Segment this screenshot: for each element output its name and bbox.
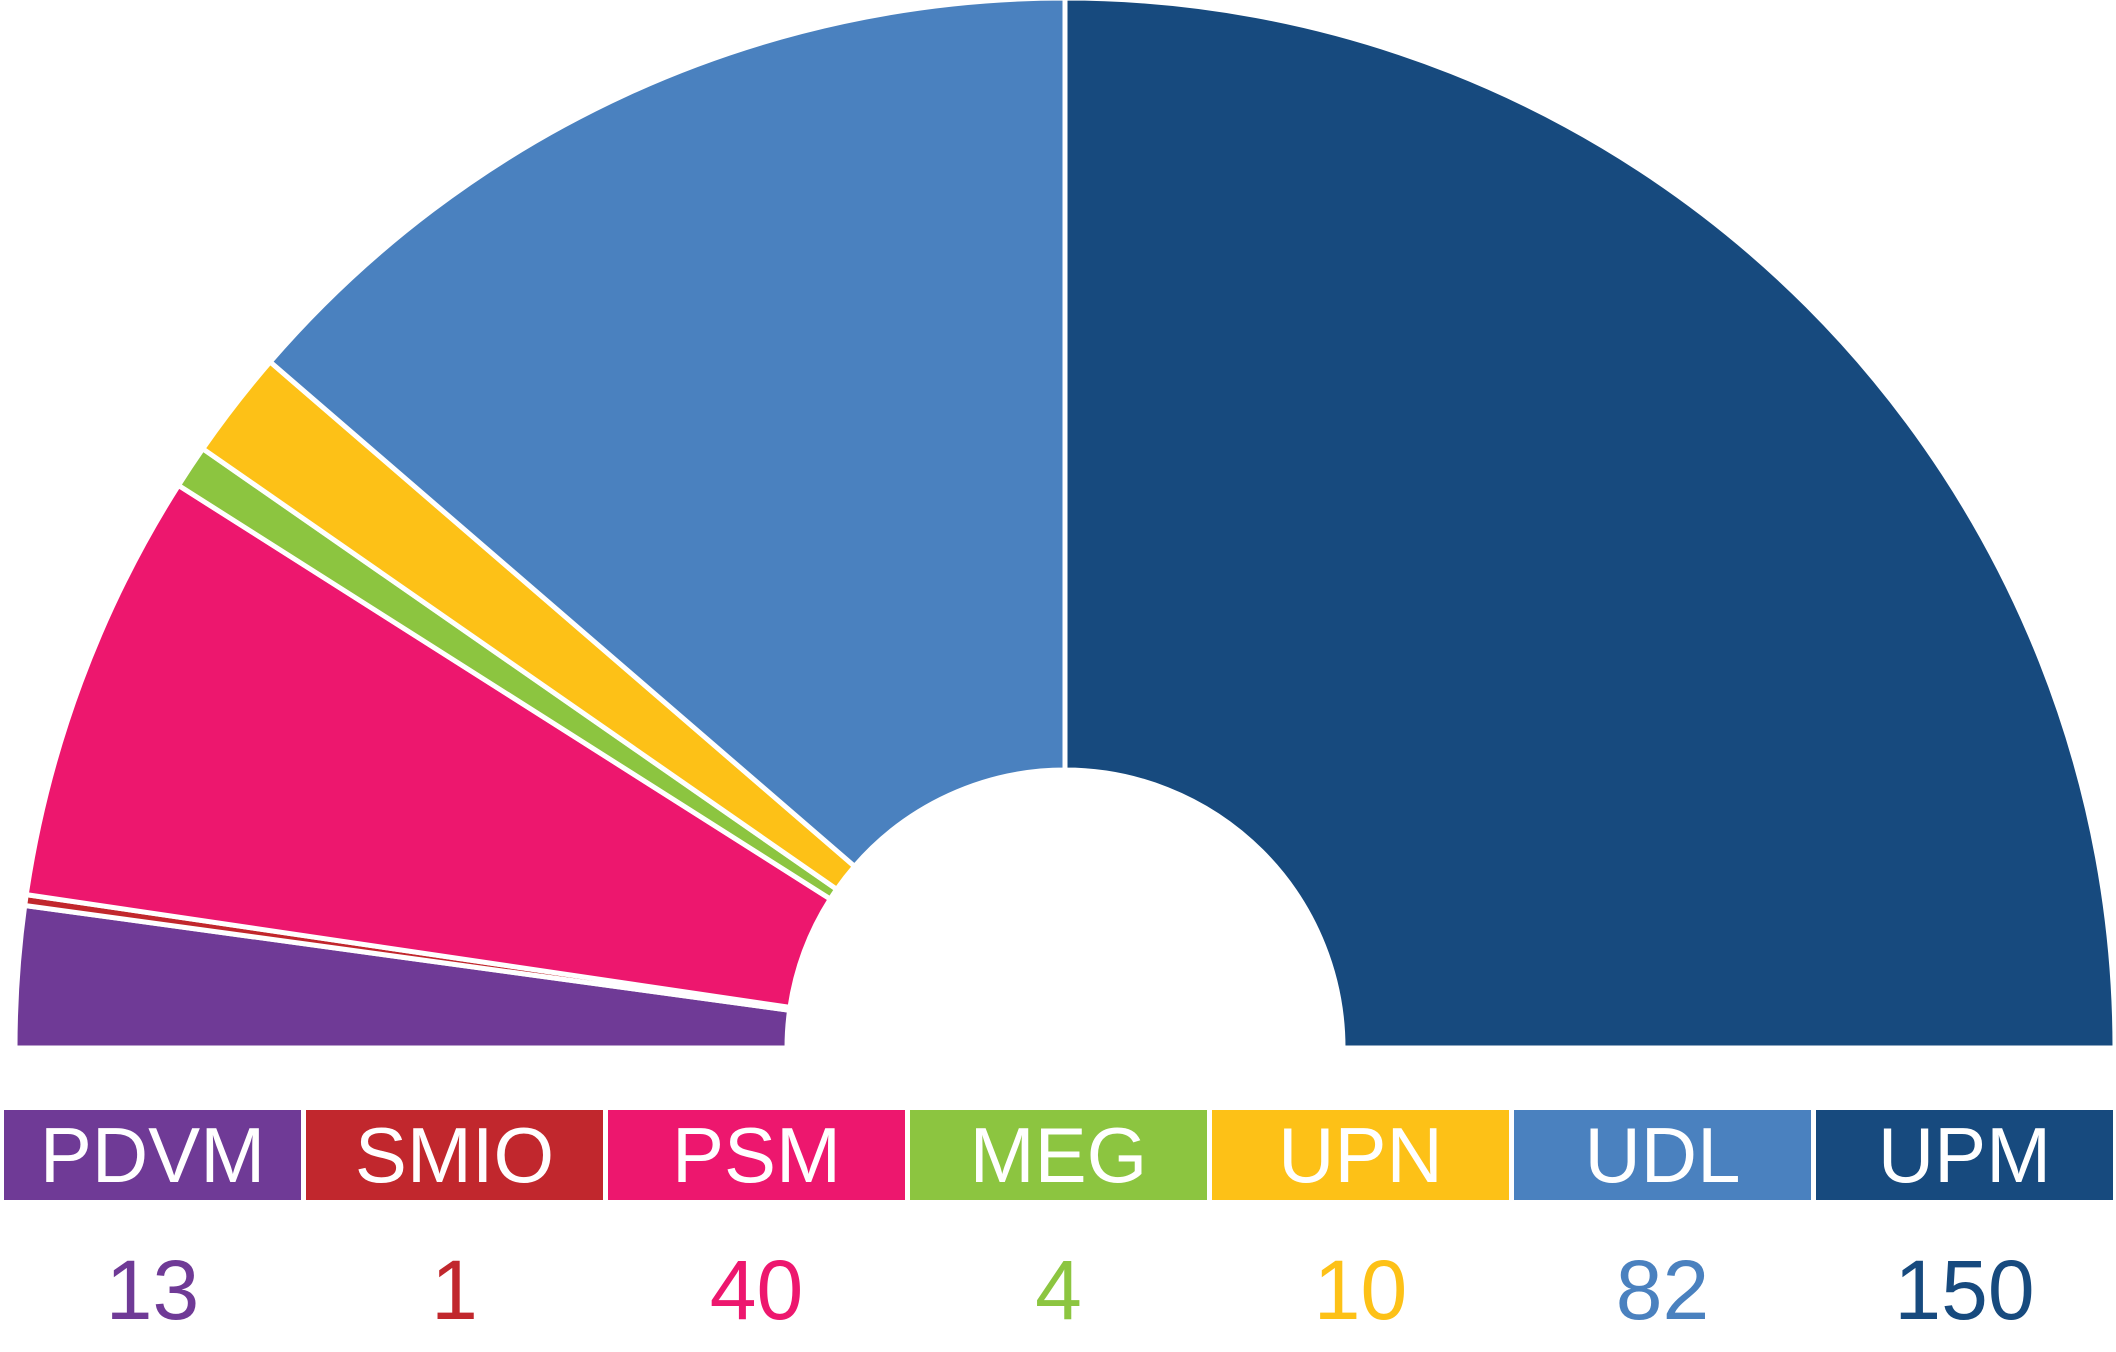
legend-label: PDVM — [40, 1111, 265, 1199]
seat-count: 4 — [1035, 1243, 1082, 1337]
seat-count: 10 — [1314, 1243, 1407, 1337]
seat-wedge — [266, 0, 1068, 870]
legend-label: UPM — [1878, 1111, 2051, 1199]
legend-swatch — [1514, 1110, 1811, 1200]
seat-count: 150 — [1894, 1243, 2034, 1337]
legend-swatch — [910, 1110, 1207, 1200]
seat-count: 40 — [710, 1243, 803, 1337]
legend-swatch — [1212, 1110, 1509, 1200]
legend-label: SMIO — [355, 1111, 554, 1199]
seat-count: 13 — [106, 1243, 199, 1337]
legend-label: PSM — [672, 1111, 841, 1199]
seat-count: 1 — [431, 1243, 478, 1337]
legend-swatch — [608, 1110, 905, 1200]
legend-label: MEG — [970, 1111, 1148, 1199]
legend-swatch — [1816, 1110, 2113, 1200]
legend-label: UDL — [1584, 1111, 1740, 1199]
legend-swatch — [4, 1110, 301, 1200]
seat-count: 82 — [1616, 1243, 1709, 1337]
legend-swatch — [306, 1110, 603, 1200]
legend-label: UPN — [1278, 1111, 1443, 1199]
seat-wedge — [1062, 0, 2116, 1051]
seat-wedge — [23, 481, 834, 1011]
